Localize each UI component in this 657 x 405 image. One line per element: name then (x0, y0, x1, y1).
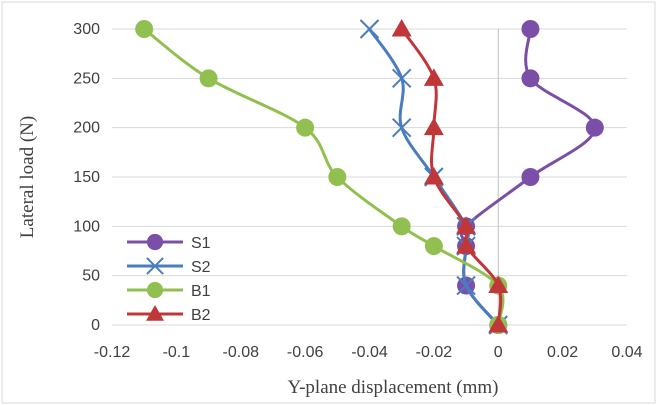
x-tick-label: -0.12 (94, 344, 131, 361)
data-point-b2 (423, 68, 444, 86)
legend-marker (146, 305, 164, 321)
data-point-b1 (424, 237, 443, 256)
x-tick-label: 0.02 (547, 344, 578, 361)
y-tick-label: 0 (91, 317, 100, 334)
x-tick-label: 0.04 (611, 344, 642, 361)
data-point-b2 (423, 117, 444, 136)
x-tick-label: 0 (494, 344, 503, 361)
data-point-b1 (199, 69, 218, 88)
legend-marker (146, 233, 164, 251)
y-tick-label: 300 (73, 21, 100, 38)
legend-item-s1: S1 (127, 233, 211, 252)
legend-label: S2 (191, 259, 211, 276)
x-tick-label: -0.02 (416, 344, 453, 361)
series-b2 (391, 19, 509, 333)
data-point-s1 (585, 118, 604, 137)
y-tick-label: 100 (73, 218, 100, 235)
data-point-b1 (392, 217, 411, 236)
data-point-b1 (135, 20, 154, 38)
legend-layer: S1 S2 B1 B2 (127, 233, 211, 324)
axis-layer: 0 50 100 150 200 250 300 -0.12 -0.1 -0.08 -0.06 -0.… (73, 21, 642, 361)
series-layer (135, 19, 604, 335)
data-point-s2 (456, 275, 476, 296)
data-point-b2 (488, 315, 509, 333)
x-tick-label: -0.04 (351, 344, 388, 361)
data-point-b2 (391, 19, 412, 37)
data-point-s1 (521, 69, 540, 88)
legend-marker (146, 281, 164, 299)
legend-item-b1: B1 (127, 281, 211, 300)
y-axis-title: Lateral load (N) (17, 116, 38, 238)
y-tick-label: 250 (73, 70, 100, 87)
data-point-b1 (328, 168, 347, 186)
legend-item-s2: S2 (127, 257, 211, 276)
data-point-b2 (488, 275, 509, 294)
y-tick-label: 150 (73, 169, 100, 186)
legend-item-b2: B2 (127, 305, 211, 324)
x-tick-label: -0.06 (287, 344, 324, 361)
data-point-b2 (456, 236, 477, 254)
legend-label: B2 (191, 307, 211, 324)
legend-marker (146, 257, 164, 275)
data-point-s1 (521, 168, 540, 186)
x-tick-label: -0.08 (223, 344, 260, 361)
data-point-b2 (423, 167, 444, 185)
data-point-s2 (391, 68, 412, 89)
x-axis-title: Y-plane displacement (mm) (287, 377, 498, 398)
legend-label: B1 (191, 283, 211, 300)
y-tick-label: 50 (82, 268, 100, 285)
series-line (368, 27, 500, 327)
data-point-s1 (521, 20, 540, 38)
legend-label: S1 (191, 235, 211, 252)
data-point-b2 (456, 216, 477, 234)
data-point-b1 (296, 118, 315, 137)
y-tick-label: 200 (73, 120, 100, 137)
data-point-s2 (391, 117, 412, 138)
data-point-s2 (359, 19, 380, 39)
x-tick-label: -0.1 (163, 344, 191, 361)
grid-layer (112, 28, 627, 326)
